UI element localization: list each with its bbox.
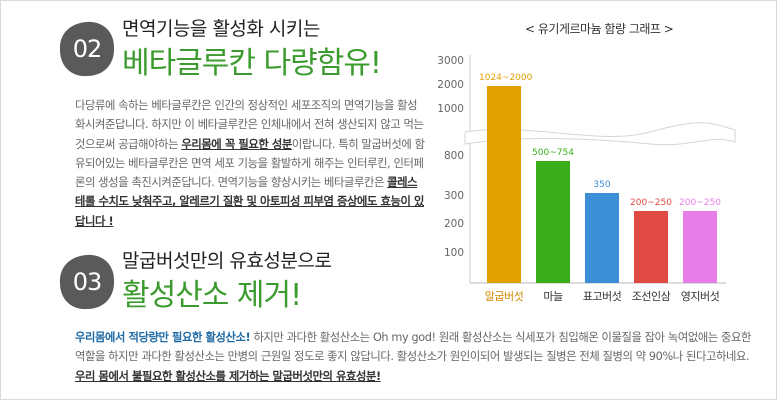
body-highlight: 우리몸에 꼭 필요한 성분 [181,137,292,151]
section-heading: 베타글루칸 다량함유! [122,46,382,81]
bar-value-label: 1024~2000 [479,73,533,83]
y-tick-label: 200 [443,218,464,230]
section-subtitle: 면역기능을 활성화 시키는 [122,18,320,40]
section-subtitle: 말굽버섯만의 유효성분으로 [122,250,332,272]
bar-value-label: 200~250 [630,198,672,208]
x-category-label: 마늘 [543,290,563,303]
body-text: 하지만 과다한 활성산소는 Oh my god! 원래 활성산소는 식세포가 침… [75,331,751,364]
badge-blob-icon [59,21,115,77]
chart-bar [634,211,668,283]
section-heading: 활성산소 제거! [122,278,302,313]
chart-bar [585,193,619,283]
badge-blob-icon [59,254,115,310]
y-tick-label: 2000 [437,79,464,91]
section-number: 02 [72,35,103,63]
section-number: 03 [72,268,103,296]
y-tick-label: 3000 [437,55,464,67]
section-body: 우리몸에서 적당량만 필요한 활성산소! 하지만 과다한 활성산소는 Oh my… [75,328,755,386]
section-number-badge: 02 [58,20,116,78]
bar-value-label: 500~754 [532,147,574,158]
chart-title: < 유기게르마늄 함량 그래프 > [525,22,674,36]
bar-value-label: 350 [593,180,611,190]
y-tick-label: 300 [443,190,464,202]
body-highlight: 우리 몸에서 불필요한 활성산소를 제거하는 말굽버섯만의 유효성분! [75,369,381,383]
bar-value-label: 200~250 [679,198,721,208]
y-tick-label: 100 [443,247,464,259]
body-text: 이랍니다. 특히 말굽버섯에 함유되어있는 베타글루칸은 면역 세포 기능을 활… [75,137,425,190]
body-text: 다당류에 속하는 베타글루칸은 인간의 정상적인 세포조직의 면역기능을 활성화… [75,99,424,151]
chart-bar [536,160,570,283]
section-number-badge: 03 [58,253,116,311]
x-category-label: 표고버섯 [582,290,622,303]
y-tick-label: 800 [443,150,464,162]
section-body: 다당류에 속하는 베타글루칸은 인간의 정상적인 세포조직의 면역기능을 활성화… [75,96,425,231]
body-highlight: 우리몸에서 적당량만 필요한 활성산소! [75,331,251,344]
chart-bar [683,211,717,283]
x-category-label: 영지버섯 [680,290,720,303]
body-highlight: 콜레스테롤 수치도 낮춰주고, 알레르기 질환 및 아토피성 피부염 증상에도 … [75,176,425,228]
chart-bar [487,86,521,283]
y-tick-label: 1000 [437,103,464,115]
x-category-label: 말굽버섯 [484,290,524,303]
x-category-label: 조선인삼 [631,290,671,303]
